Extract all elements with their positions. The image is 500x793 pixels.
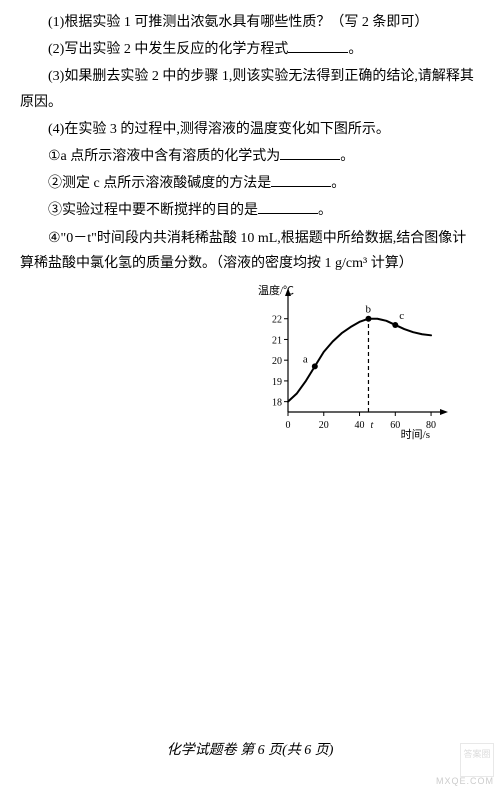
page-footer: 化学试题卷 第 6 页(共 6 页) bbox=[0, 738, 500, 763]
svg-text:时间/s: 时间/s bbox=[401, 428, 430, 440]
temperature-chart: 温度/℃1819202122020406080时间/stabc bbox=[250, 280, 450, 449]
svg-text:0: 0 bbox=[286, 420, 291, 431]
svg-text:19: 19 bbox=[272, 377, 282, 388]
svg-text:20: 20 bbox=[272, 356, 282, 367]
svg-text:18: 18 bbox=[272, 398, 282, 409]
q4-3-end: 。 bbox=[318, 203, 332, 218]
watermark-text: MXQE.COM bbox=[436, 773, 494, 789]
question-4: (4)在实验 3 的过程中,测得溶液的温度变化如下图所示。 bbox=[20, 117, 480, 142]
svg-text:60: 60 bbox=[390, 420, 400, 431]
svg-text:a: a bbox=[303, 353, 308, 365]
svg-text:t: t bbox=[370, 420, 373, 431]
q4-1-end: 。 bbox=[340, 149, 354, 164]
blank-q4-3 bbox=[258, 199, 318, 214]
question-3: (3)如果删去实验 2 中的步骤 1,则该实验无法得到正确的结论,请解释其原因。 bbox=[20, 64, 480, 114]
q4-3-text: ③实验过程中要不断搅拌的目的是 bbox=[48, 203, 258, 218]
svg-text:b: b bbox=[365, 304, 371, 316]
svg-text:20: 20 bbox=[319, 420, 329, 431]
q4-1-text: ①a 点所示溶液中含有溶质的化学式为 bbox=[48, 149, 280, 164]
svg-text:c: c bbox=[399, 310, 404, 322]
q4-2-end: 。 bbox=[331, 176, 345, 191]
question-4-4: ④"0－t"时间段内共消耗稀盐酸 10 mL,根据题中所给数据,结合图像计算稀盐… bbox=[20, 226, 480, 276]
blank-q4-1 bbox=[280, 145, 340, 160]
svg-text:21: 21 bbox=[272, 335, 282, 346]
blank-q4-2 bbox=[271, 172, 331, 187]
q4-2-text: ②测定 c 点所示溶液酸碱度的方法是 bbox=[48, 176, 271, 191]
question-3-text: (3)如果删去实验 2 中的步骤 1,则该实验无法得到正确的结论,请解释其原因。 bbox=[20, 69, 474, 109]
svg-text:22: 22 bbox=[272, 315, 282, 326]
question-4-3: ③实验过程中要不断搅拌的目的是 。 bbox=[20, 198, 480, 223]
svg-text:40: 40 bbox=[355, 420, 365, 431]
question-1: (1)根据实验 1 可推测出浓氨水具有哪些性质？（写 2 条即可） bbox=[20, 10, 480, 35]
blank-q2 bbox=[288, 38, 348, 53]
question-4-2: ②测定 c 点所示溶液酸碱度的方法是 。 bbox=[20, 171, 480, 196]
q2-end: 。 bbox=[348, 42, 362, 57]
question-2-text: (2)写出实验 2 中发生反应的化学方程式 bbox=[48, 42, 288, 57]
chart-svg: 温度/℃1819202122020406080时间/stabc bbox=[250, 280, 450, 440]
question-4-1: ①a 点所示溶液中含有溶质的化学式为 。 bbox=[20, 144, 480, 169]
chart-container: 温度/℃1819202122020406080时间/stabc bbox=[20, 280, 480, 449]
question-2: (2)写出实验 2 中发生反应的化学方程式 。 bbox=[20, 37, 480, 62]
